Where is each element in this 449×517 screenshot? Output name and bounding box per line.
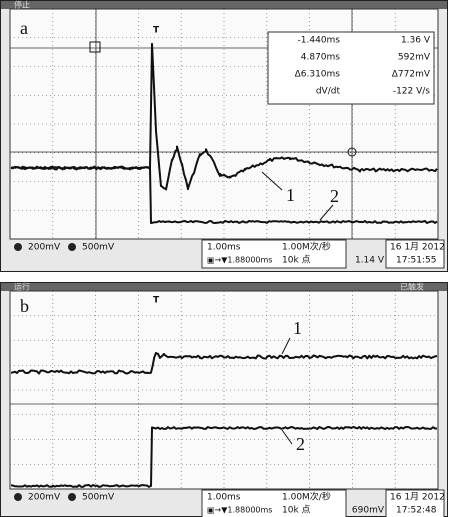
status: 运行 [14,282,30,292]
record-length: 10k 点 [282,255,311,266]
ch2-scale: 500mV [82,493,115,503]
status: 停止 [14,0,30,10]
curve-label: 1 [286,185,295,205]
time: 17:52:48 [396,506,437,516]
record-length: 10k 点 [282,505,311,516]
curve-label: 1 [293,318,302,338]
readout-value: -1.440ms [298,36,341,46]
sample-rate: 1.00M次/秒 [282,241,331,253]
delay: ▣→▼1.88000ms [207,506,272,515]
time: 17:51:55 [396,256,436,266]
timebase: 1.00ms [207,243,241,253]
date: 16 1月 2012 [390,492,445,503]
date: 16 1月 2012 [390,242,445,253]
readout-value: 1.36 V [401,36,431,46]
panel-label: a [20,18,28,38]
panel-b: 运行 已触发 T b 1 2 200mV 500mV 1.00ms 1.00M次/秒 ▣… [1,282,448,517]
panel-a: 停止 T a -1.440ms 1.36 V 4.870ms 592mV Δ6.310m… [1,0,448,272]
readout-value: 592mV [398,53,431,63]
channel-icon [14,243,22,251]
readout-value: 4.870ms [301,53,341,63]
channel-icon [68,243,76,251]
panel-label: b [20,296,29,316]
trigger-state: 已触发 [400,282,424,292]
readout-value: -122 V/s [393,87,430,97]
figure: 停止 T a -1.440ms 1.36 V 4.870ms 592mV Δ6.310m… [0,0,449,517]
top-strip [1,283,447,291]
trigger-level: 690mV [352,506,385,516]
readout-value: dV/dt [316,87,341,97]
curve-label: 2 [296,434,305,454]
trigger-level: 1.14 V [355,256,385,266]
trigger-marker: T [153,26,160,36]
ch1-scale: 200mV [28,243,61,253]
channel-icon [68,493,76,501]
delay: ▣→▼1.88000ms [207,256,272,265]
curve-label: 2 [330,186,339,206]
timebase: 1.00ms [207,493,241,503]
ch1-scale: 200mV [28,493,61,503]
readout-value: Δ6.310ms [295,70,341,80]
ch2-scale: 500mV [82,243,115,253]
channel-icon [14,493,22,501]
top-strip [1,1,447,9]
sample-rate: 1.00M次/秒 [282,491,331,503]
trigger-marker: T [153,296,160,306]
readout-value: Δ772mV [392,70,431,80]
